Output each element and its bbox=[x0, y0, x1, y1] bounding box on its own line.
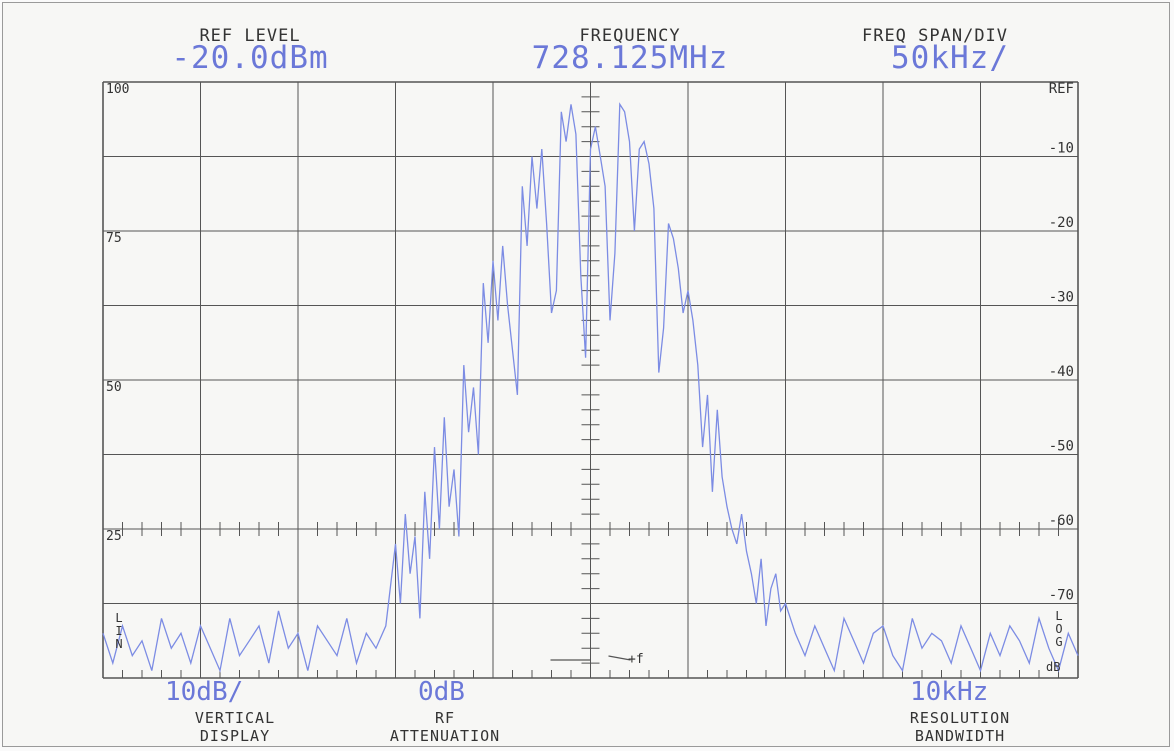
vertical-display-label-2: DISPLAY bbox=[199, 727, 271, 745]
ref-level-label: REF LEVEL bbox=[199, 26, 301, 46]
frequency-value: 728.125MHz bbox=[531, 40, 729, 76]
right-tick-label: -70 bbox=[1049, 588, 1074, 604]
marker-line bbox=[608, 655, 631, 661]
ref-level-value: -20.0dBm bbox=[171, 40, 329, 76]
right-tick-label: -10 bbox=[1049, 141, 1074, 157]
db-label: dB bbox=[1046, 660, 1061, 674]
vertical-display-label-1: VERTICAL bbox=[194, 709, 276, 727]
lin-label: LIN bbox=[115, 611, 123, 651]
resolution-bandwidth-label-2: BANDWIDTH bbox=[914, 727, 1006, 745]
right-tick-label: -40 bbox=[1049, 364, 1074, 380]
rf-attenuation-value: 0dB bbox=[418, 677, 465, 707]
right-tick-label: -60 bbox=[1049, 513, 1074, 529]
resolution-bandwidth-value: 10kHz bbox=[910, 677, 989, 707]
resolution-bandwidth-label-1: RESOLUTION bbox=[909, 709, 1011, 727]
rf-attenuation-label-1: RF bbox=[434, 709, 456, 727]
span-label: FREQ SPAN/DIV bbox=[861, 26, 1009, 46]
frequency-label: FREQUENCY bbox=[579, 26, 681, 46]
left-tick-label: 50 bbox=[106, 380, 122, 395]
vertical-scale-value: 10dB/ bbox=[165, 677, 244, 707]
span-value: 50kHz/ bbox=[891, 40, 1009, 76]
spectrum-trace bbox=[102, 102, 1079, 673]
marker-label: +f bbox=[628, 652, 644, 667]
rf-attenuation-label-2: ATTENUATION bbox=[389, 727, 501, 745]
left-tick-label: 25 bbox=[106, 529, 122, 544]
left-tick-label: 75 bbox=[106, 231, 122, 246]
right-tick-label: -30 bbox=[1049, 290, 1074, 306]
right-tick-label: -20 bbox=[1049, 215, 1074, 231]
log-label: LOG bbox=[1055, 609, 1063, 649]
left-tick-label: 100 bbox=[106, 82, 129, 97]
right-tick-label: REF bbox=[1049, 81, 1074, 97]
right-tick-label: -50 bbox=[1049, 439, 1074, 455]
